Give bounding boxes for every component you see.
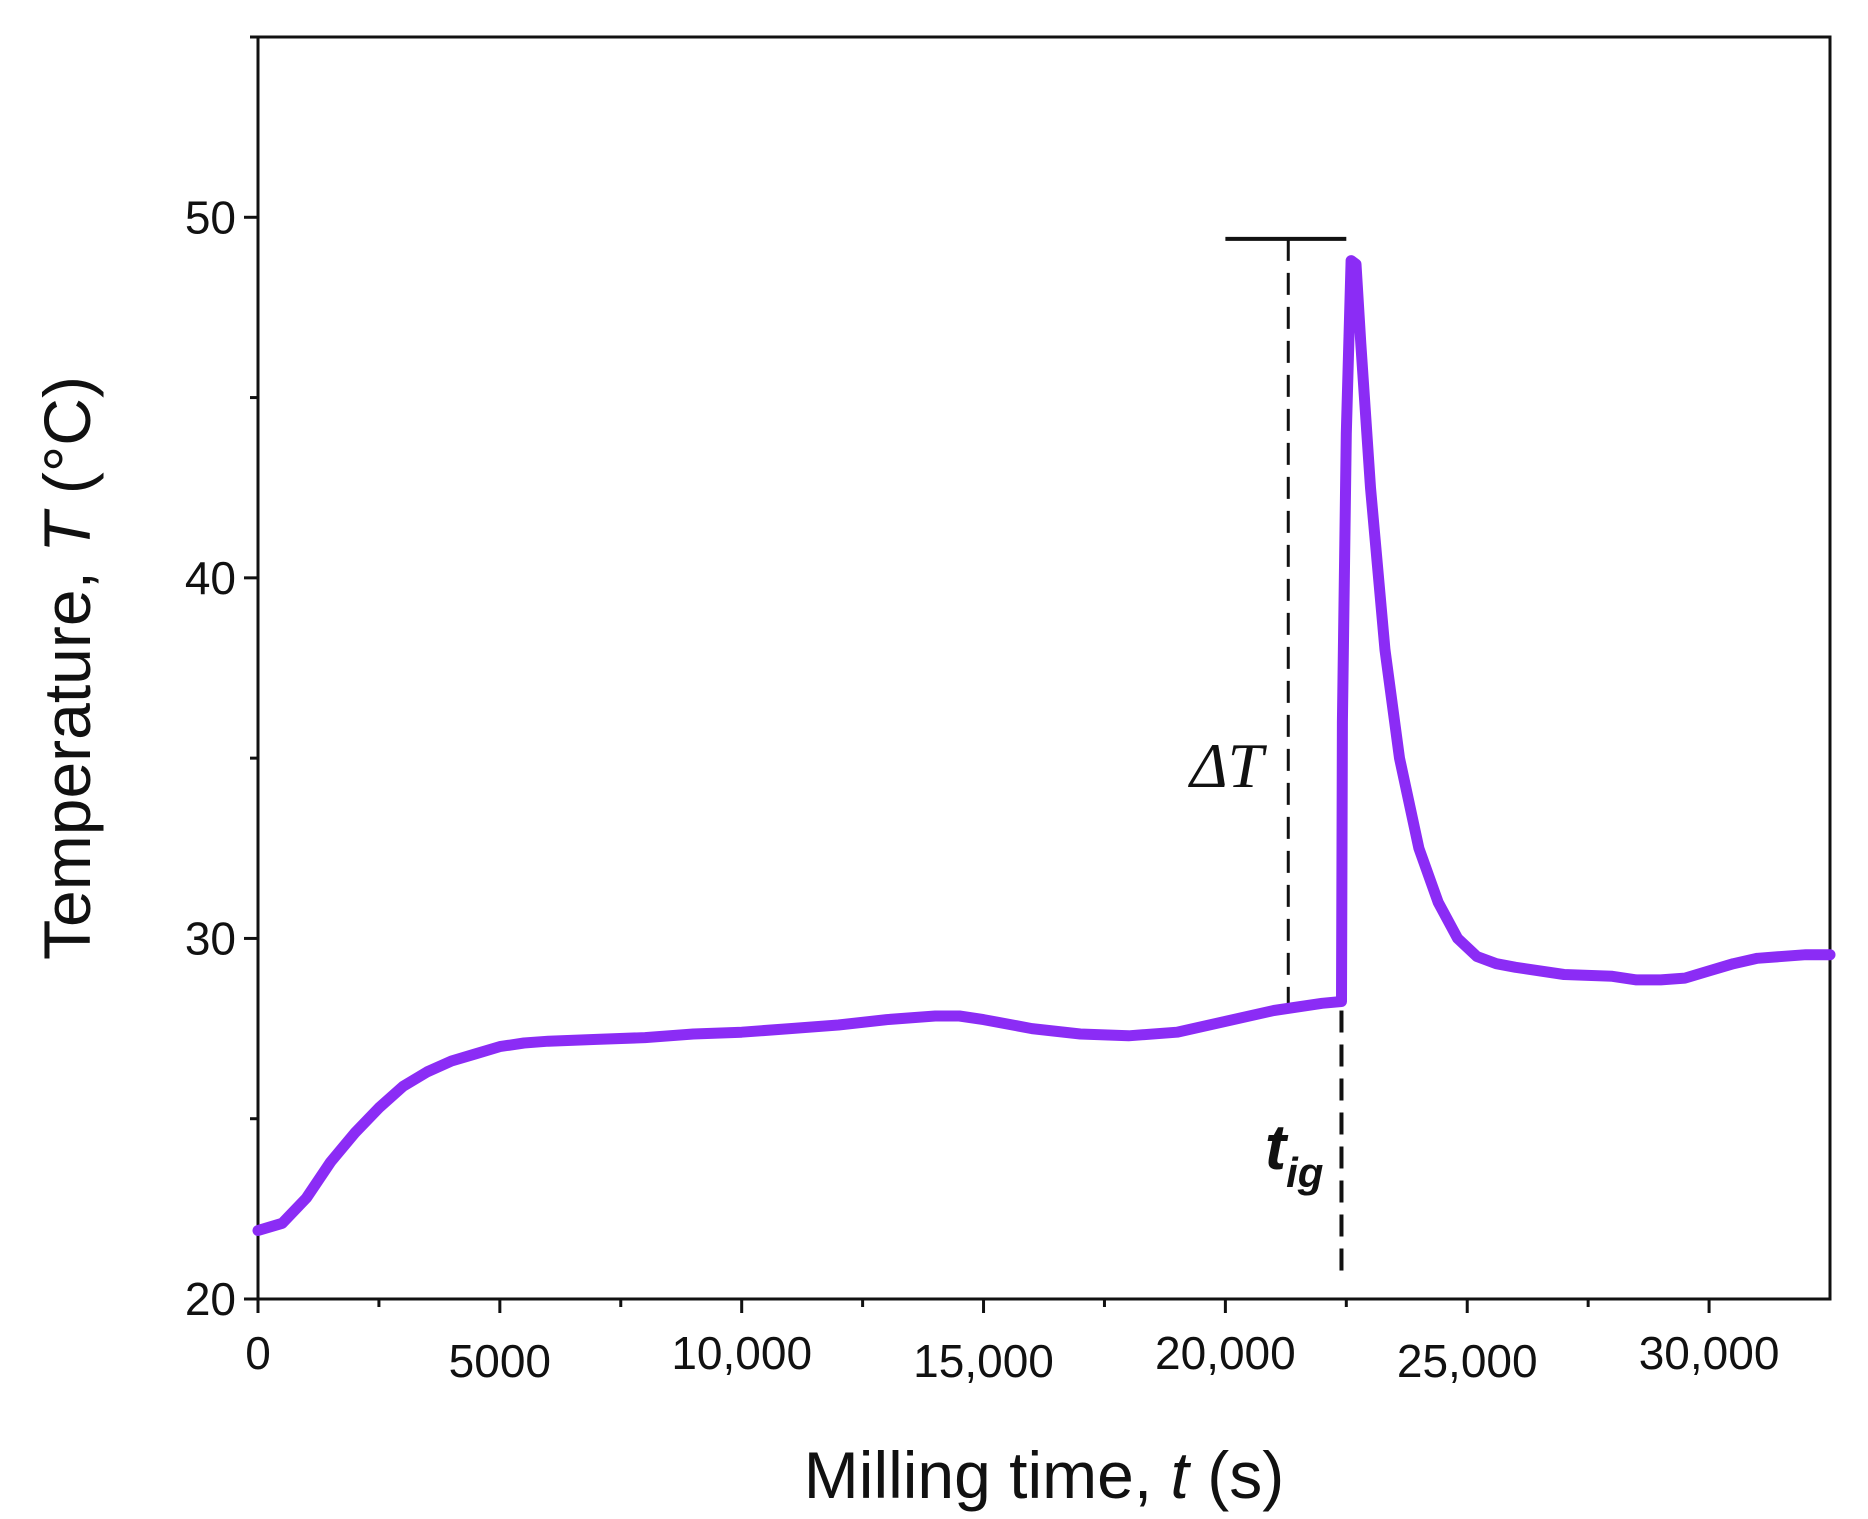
y-tick-label: 20 xyxy=(185,1273,236,1325)
t-ig-label: tig xyxy=(1265,1111,1324,1196)
y-tick-label: 30 xyxy=(185,912,236,964)
x-tick-label: 0 xyxy=(245,1327,271,1379)
delta-t-label: ΔT xyxy=(1187,730,1268,801)
x-axis: 0 5000 10,000 15,000 20,000 25,000 30,000 xyxy=(245,1299,1779,1387)
plot-area-frame xyxy=(256,35,1832,1301)
y-axis: 20 30 40 50 xyxy=(185,35,258,1325)
x-tick-label: 10,000 xyxy=(671,1327,812,1379)
y-axis-title: Temperature, T (°C) xyxy=(30,376,104,960)
y-tick-label: 40 xyxy=(185,552,236,604)
x-tick-label: 5000 xyxy=(449,1335,551,1387)
annotations: ΔT tig xyxy=(1187,236,1347,1281)
x-tick-label: 15,000 xyxy=(913,1335,1054,1387)
x-tick-label: 25,000 xyxy=(1397,1335,1538,1387)
x-tick-label: 30,000 xyxy=(1639,1327,1780,1379)
x-axis-title: Milling time, t (s) xyxy=(804,1438,1284,1512)
x-tick-label: 20,000 xyxy=(1155,1327,1296,1379)
temperature-series-line xyxy=(252,255,1836,1236)
y-tick-label: 50 xyxy=(185,191,236,243)
